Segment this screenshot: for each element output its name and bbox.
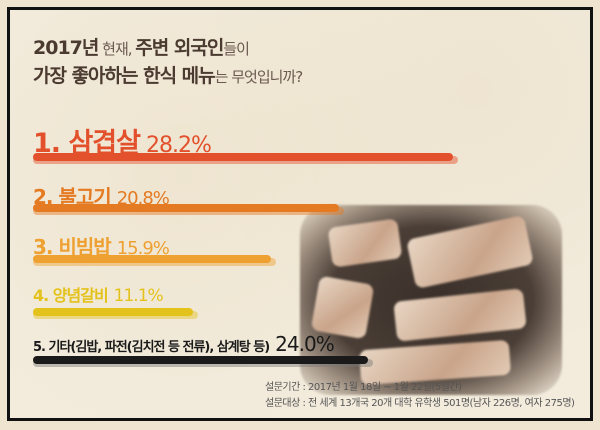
title-segment: 주변 외국인: [135, 37, 224, 59]
title-segment: 2017년: [33, 37, 99, 59]
title-segment: 들이: [223, 40, 250, 58]
bar-label-5: 5. 기타(김밥, 파전(김치전 등 전류), 삼계탕 등) 24.0%: [33, 332, 335, 356]
value-label: 15.9%: [116, 238, 170, 259]
bar-2: [33, 204, 339, 212]
title-line-1: 2017년 현재, 주변 외국인들이: [33, 33, 250, 60]
category-label: 5. 기타(김밥, 파전(김치전 등 전류), 삼계탕 등): [33, 340, 270, 355]
title-line-2: 가장 좋아하는 한식 메뉴는 무엇입니까?: [33, 61, 304, 88]
survey-period: 설문기간 : 2017년 1월 18일 ~ 1월 22일(5일간): [265, 382, 462, 393]
survey-target: 설문대상 : 전 세계 13개국 20개 대학 유학생 501명(남자 226명…: [265, 398, 575, 409]
bar-5: [33, 356, 368, 364]
title-segment: 는 무엇입니까?: [214, 68, 304, 86]
value-label: 20.8%: [116, 188, 170, 209]
bar-3: [33, 255, 271, 263]
bar-label-4: 4. 양념갈비 11.1%: [33, 282, 164, 306]
title-segment: 현재,: [98, 40, 136, 58]
bar-1: [33, 153, 453, 161]
value-label: 24.0%: [275, 332, 335, 356]
title-segment: 가장 좋아하는 한식 메뉴: [33, 65, 216, 87]
bar-4: [33, 308, 193, 316]
value-label: 11.1%: [113, 286, 164, 306]
category-label: 4. 양념갈비: [33, 286, 109, 305]
